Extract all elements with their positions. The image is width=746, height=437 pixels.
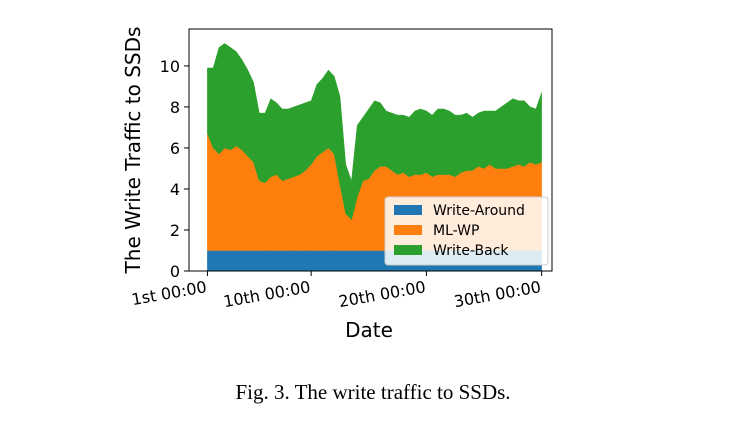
y-tick-label: 0 [170,262,180,281]
y-tick-label: 6 [170,139,180,158]
legend-box [384,196,549,266]
legend-swatch [394,205,422,215]
y-axis-title: The Write Traffic to SSDs [121,27,145,275]
legend-label: Write-Around [433,203,525,219]
y-tick-label: 10 [160,57,180,76]
x-tick-label: 30th 00:00 [452,277,542,311]
x-axis-ticks: 1st 00:00 10th 00:00 20th 00:00 30th 00:00 [130,271,542,311]
x-axis-title: Date [345,318,393,342]
y-tick-label: 4 [170,180,180,199]
x-tick-label: 20th 00:00 [337,277,427,311]
x-tick-label: 10th 00:00 [222,277,312,311]
legend: Write-Around ML-WP Write-Back [384,196,549,266]
area-write-back [207,43,542,221]
y-axis-ticks: 0 2 4 6 8 10 [160,57,189,281]
legend-swatch [394,245,422,255]
figure-caption: Fig. 3. The write traffic to SSDs. [235,380,511,404]
legend-label: ML-WP [433,223,479,239]
y-tick-label: 2 [170,221,180,240]
plot-frame [188,28,553,272]
x-tick-label: 1st 00:00 [130,277,208,309]
y-tick-label: 8 [170,98,180,117]
legend-label: Write-Back [433,243,509,259]
legend-swatch [394,225,422,235]
